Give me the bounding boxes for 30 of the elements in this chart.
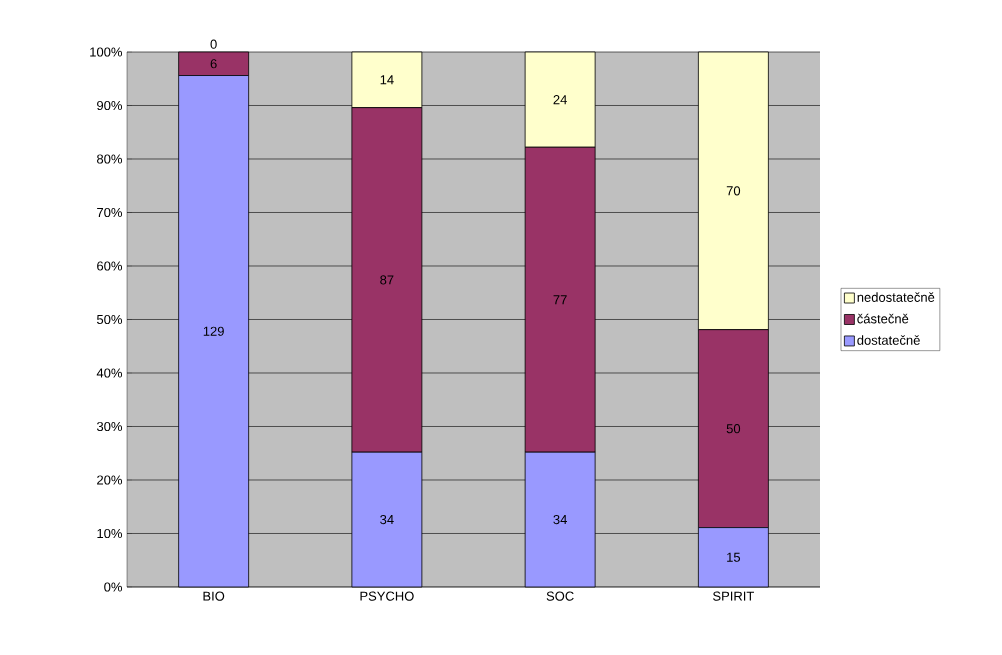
y-tick-label: 90%	[97, 100, 123, 111]
annotation: 34	[553, 514, 567, 525]
legend-label: nedostatečně	[857, 292, 935, 302]
y-tick-label: 70%	[97, 207, 123, 218]
y-tick-label: 100%	[90, 47, 123, 57]
x-tick-label: SOC	[546, 591, 574, 601]
x-tick-label: PSYCHO	[360, 591, 414, 601]
y-tick-label: 40%	[96, 368, 123, 378]
legend-label: částečně	[857, 313, 909, 324]
y-tick-label: 20%	[97, 475, 123, 485]
annotation: 6	[210, 59, 217, 69]
annotation: 77	[553, 295, 567, 305]
y-tick-label: 0%	[104, 582, 123, 592]
annotation: 15	[727, 552, 741, 562]
annotation: 34	[380, 514, 394, 525]
legend-label: dostatečně	[857, 335, 920, 345]
y-tick-label: 50%	[96, 314, 123, 325]
annotation: 14	[380, 75, 394, 85]
annotation: 70	[726, 186, 741, 196]
x-tick-label: BIO	[203, 591, 225, 601]
y-tick-label: 10%	[97, 528, 123, 539]
text: 0	[210, 39, 217, 49]
annotation: 87	[380, 275, 394, 285]
annotation: 50	[726, 424, 741, 434]
y-tick-label: 60%	[97, 261, 123, 271]
annotation: 129	[203, 326, 224, 336]
y-tick-label: 30%	[96, 421, 123, 432]
annotation: 24	[553, 95, 567, 105]
y-tick-label: 80%	[97, 154, 123, 164]
x-tick-label: SPIRIT	[713, 591, 755, 601]
